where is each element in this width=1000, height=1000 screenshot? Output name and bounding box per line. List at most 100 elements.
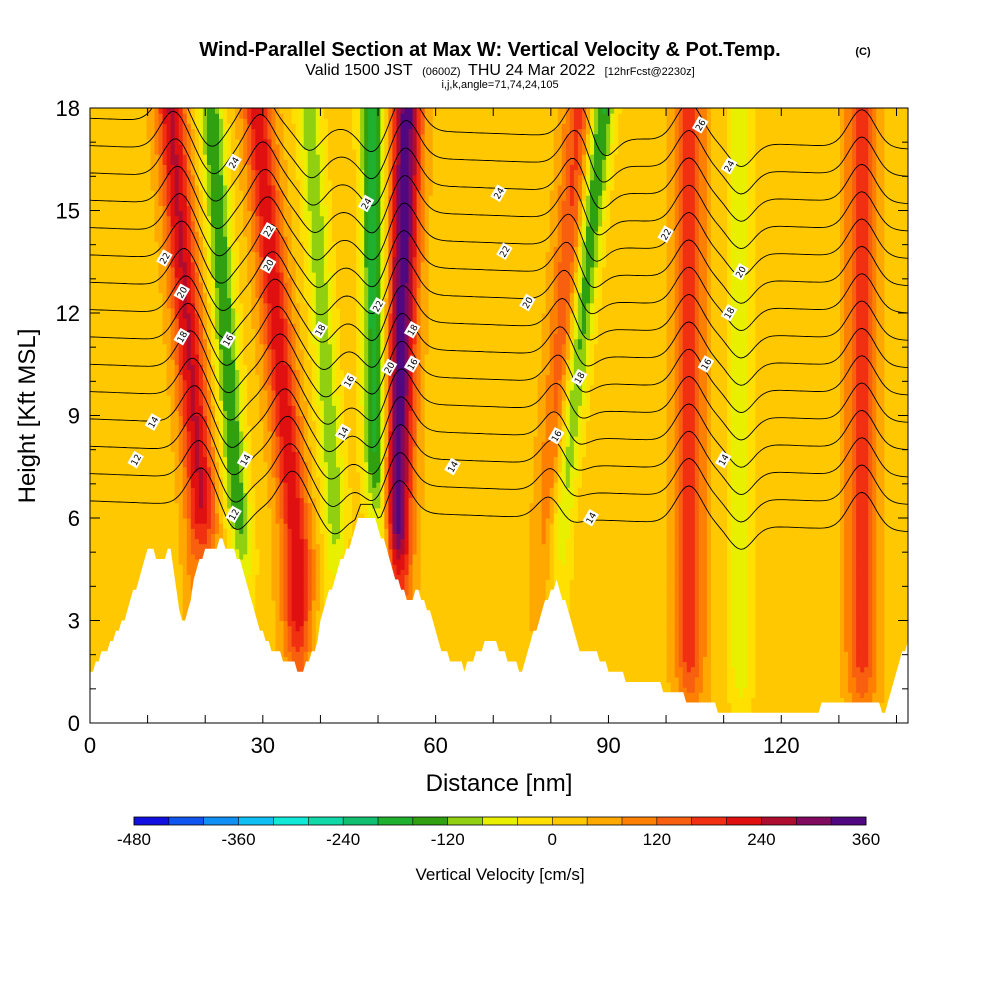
velocity-cell (251, 134, 256, 140)
velocity-cell (138, 431, 143, 437)
velocity-cell (239, 446, 244, 452)
velocity-cell (90, 154, 95, 160)
velocity-cell (243, 390, 248, 396)
velocity-cell (118, 436, 123, 442)
velocity-cell (199, 149, 204, 155)
velocity-cell (130, 344, 135, 350)
velocity-cell (215, 385, 220, 391)
velocity-cell (90, 287, 95, 293)
velocity-cell (98, 129, 103, 135)
velocity-cell (251, 298, 256, 304)
velocity-cell (163, 344, 168, 350)
velocity-cell (138, 344, 143, 350)
velocity-cell (179, 211, 184, 217)
velocity-cell (191, 287, 196, 293)
velocity-cell (203, 462, 208, 468)
velocity-cell (90, 257, 95, 263)
velocity-cell (167, 318, 172, 324)
velocity-cell (114, 513, 119, 519)
velocity-cell (203, 298, 208, 304)
velocity-cell (183, 385, 188, 391)
velocity-cell (146, 513, 151, 519)
velocity-cell (106, 477, 111, 483)
velocity-cell (94, 646, 99, 652)
velocity-cell (247, 267, 252, 273)
velocity-cell (179, 523, 184, 529)
velocity-cell (94, 549, 99, 555)
velocity-cell (118, 580, 123, 586)
velocity-cell (223, 118, 228, 124)
velocity-cell (247, 205, 252, 211)
velocity-cell (191, 528, 196, 534)
velocity-cell (243, 113, 248, 119)
velocity-cell (126, 159, 131, 165)
velocity-cell (114, 231, 119, 237)
velocity-cell (251, 400, 256, 406)
velocity-cell (227, 195, 232, 201)
velocity-cell (255, 559, 260, 565)
velocity-cell (146, 200, 151, 206)
velocity-cell (167, 375, 172, 381)
velocity-cell (203, 410, 208, 416)
velocity-cell (215, 267, 220, 273)
velocity-cell (211, 262, 216, 268)
velocity-cell (251, 580, 256, 586)
velocity-cell (203, 313, 208, 319)
velocity-cell (199, 457, 204, 463)
velocity-cell (183, 498, 188, 504)
velocity-cell (171, 523, 176, 529)
velocity-cell (231, 375, 236, 381)
velocity-cell (251, 108, 256, 114)
velocity-cell (142, 246, 147, 252)
velocity-cell (179, 216, 184, 222)
velocity-cell (155, 369, 160, 375)
velocity-cell (183, 267, 188, 273)
velocity-cell (142, 308, 147, 314)
velocity-cell (106, 159, 111, 165)
velocity-cell (130, 272, 135, 278)
velocity-cell (94, 154, 99, 160)
velocity-cell (106, 313, 111, 319)
velocity-cell (219, 313, 224, 319)
velocity-cell (146, 410, 151, 416)
velocity-cell (175, 574, 180, 580)
velocity-cell (150, 118, 155, 124)
velocity-cell (94, 451, 99, 457)
velocity-cell (155, 267, 160, 273)
velocity-cell (90, 559, 95, 565)
velocity-cell (247, 508, 252, 514)
velocity-cell (255, 472, 260, 478)
velocity-cell (130, 139, 135, 145)
velocity-cell (227, 405, 232, 411)
velocity-cell (126, 339, 131, 345)
velocity-cell (126, 539, 131, 545)
velocity-cell (155, 344, 160, 350)
velocity-cell (94, 431, 99, 437)
velocity-cell (163, 421, 168, 427)
velocity-cell (118, 241, 123, 247)
velocity-cell (207, 487, 212, 493)
velocity-cell (223, 211, 228, 217)
velocity-cell (227, 523, 232, 529)
velocity-cell (203, 518, 208, 524)
velocity-cell (90, 303, 95, 309)
velocity-cell (126, 267, 131, 273)
velocity-cell (167, 241, 172, 247)
velocity-cell (239, 487, 244, 493)
velocity-cell (159, 287, 164, 293)
velocity-cell (94, 323, 99, 329)
velocity-cell (167, 246, 172, 252)
velocity-cell (130, 513, 135, 519)
velocity-cell (102, 385, 107, 391)
velocity-cell (130, 211, 135, 217)
velocity-cell (90, 267, 95, 273)
velocity-cell (130, 441, 135, 447)
velocity-cell (106, 267, 111, 273)
velocity-cell (187, 231, 192, 237)
velocity-cell (155, 528, 160, 534)
velocity-cell (191, 175, 196, 181)
velocity-cell (142, 328, 147, 334)
velocity-cell (138, 559, 143, 565)
velocity-cell (106, 205, 111, 211)
velocity-cell (118, 600, 123, 606)
